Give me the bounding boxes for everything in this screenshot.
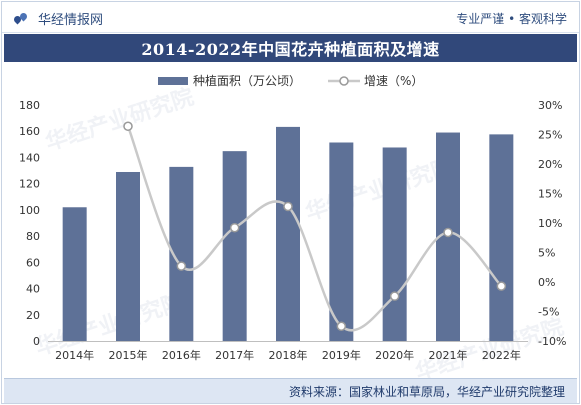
x-tick-label: 2016年 [162, 348, 201, 362]
x-tick-label: 2015年 [109, 348, 148, 362]
legend-label-bar: 种植面积（万公顷） [193, 73, 301, 88]
brand-name: 华经情报网 [38, 13, 104, 28]
brand[interactable]: 华经情报网 [12, 9, 104, 28]
legend-swatch-bar [158, 77, 188, 85]
y-left-tick-label: 40 [26, 283, 40, 296]
y-left-tick-label: 120 [19, 178, 40, 191]
y-right-tick-label: 10% [538, 217, 562, 230]
line-point[interactable] [229, 222, 240, 233]
chart-title-bar: 2014-2022年中国花卉种植面积及增速 [4, 34, 577, 62]
bar[interactable] [276, 126, 300, 341]
source-note: 资料来源：国家林业和草原局，华经产业研究院整理 [288, 385, 565, 399]
y-right-tick-label: 5% [538, 247, 555, 260]
line-point[interactable] [389, 291, 400, 301]
line-series [123, 121, 507, 332]
line-point[interactable] [283, 201, 293, 212]
y-left-tick-label: 80 [26, 230, 40, 243]
y-right-tick-label: 20% [538, 158, 562, 171]
legend-marker-line [339, 76, 349, 86]
x-tick-label: 2014年 [55, 348, 94, 362]
y-left-tick-label: 60 [26, 256, 40, 269]
x-tick-label: 2017年 [215, 348, 254, 362]
line-point[interactable] [336, 321, 347, 331]
y-left-tick-label: 100 [19, 204, 40, 217]
bar[interactable] [222, 151, 247, 341]
bar[interactable] [489, 134, 514, 341]
x-tick-label: 2022年 [482, 348, 521, 362]
y-right-tick-label: 30% [538, 99, 562, 112]
x-tick-label: 2019年 [322, 348, 361, 362]
axes: 0 20 40 60 80 100 120 140 160 180 -10% -5% 0% 5% 10% 15… [19, 99, 566, 348]
y-left-tick-label: 20 [26, 309, 40, 322]
y-right-tick-label: -5% [538, 306, 559, 319]
bar[interactable] [62, 207, 87, 341]
y-right-tick-label: 25% [538, 129, 562, 142]
y-right-tick-label: -10% [538, 335, 566, 348]
tagline: 专业严谨 • 客观科学 [456, 12, 567, 26]
x-tick-label: 2020年 [375, 348, 414, 362]
y-right-tick-label: 15% [538, 188, 562, 201]
line-point[interactable] [496, 281, 507, 291]
top-bar: 华经情报网 专业严谨 • 客观科学 [2, 2, 579, 33]
x-axis-labels: 2014年 2015年 2016年 2017年 2018年 2019年 2020年 2021年… [55, 348, 521, 362]
y-left-tick-label: 140 [19, 151, 40, 164]
legend: 种植面积（万公顷） 增速（%） [158, 73, 423, 88]
chart-title: 2014-2022年中国花卉种植面积及增速 [141, 40, 440, 59]
line-point[interactable] [123, 121, 133, 131]
bar[interactable] [329, 142, 354, 341]
bar[interactable] [382, 147, 407, 341]
legend-label-line: 增速（%） [364, 74, 423, 88]
x-tick-label: 2021年 [429, 348, 468, 362]
y-left-tick-label: 180 [19, 99, 40, 112]
y-left-tick-label: 0 [33, 335, 40, 348]
y-right-tick-label: 0% [538, 276, 555, 289]
y-left-tick-label: 160 [19, 125, 40, 138]
line-point[interactable] [176, 261, 187, 271]
footer: 资料来源：国家林业和草原局，华经产业研究院整理 [4, 378, 577, 403]
bar[interactable] [116, 171, 140, 341]
x-tick-label: 2018年 [269, 348, 308, 362]
line-point[interactable] [443, 227, 453, 238]
